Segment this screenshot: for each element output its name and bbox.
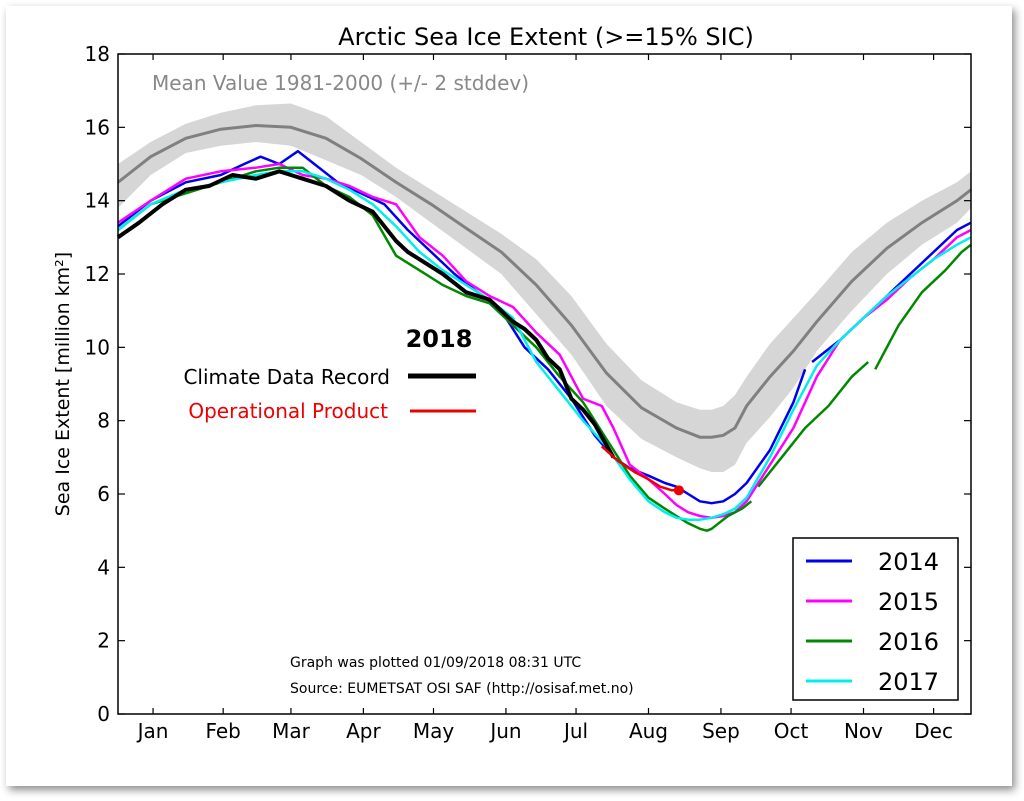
plot-border (117, 53, 972, 715)
x-tick-label: Feb (205, 719, 240, 743)
x-tick-label: Mar (272, 719, 311, 743)
legend-label-2014: 2014 (878, 548, 939, 576)
y-tick-label: 16 (85, 115, 110, 139)
key-op-label: Operational Product (188, 399, 388, 423)
key-cdr-label: Climate Data Record (183, 365, 390, 389)
stddev-band-layer (117, 103, 972, 472)
series-line-2016b (757, 361, 870, 488)
y-tick-label: 0 (97, 702, 110, 726)
y-tick-label: 8 (97, 409, 110, 433)
series-line-2018 (116, 169, 616, 459)
legend-label-2017: 2017 (878, 668, 939, 696)
legend-label-2016: 2016 (878, 628, 939, 656)
legend: 2014 2015 2016 2017 (792, 537, 959, 701)
x-tick-label: Dec (914, 719, 953, 743)
series-line-2016c (874, 243, 972, 370)
series-line-2018-operational (600, 445, 679, 492)
y-tick-label: 2 (97, 629, 110, 653)
x-tick-label: Jun (488, 719, 521, 743)
x-tick-label: May (413, 719, 455, 743)
y-tick-label: 12 (85, 262, 110, 286)
y-tick-label: 18 (85, 42, 110, 66)
series-line-2015 (117, 162, 972, 520)
x-tick-label: Nov (844, 719, 883, 743)
y-tick-label: 6 (97, 482, 110, 506)
y-tick-label: 10 (85, 335, 110, 359)
y-tick-label: 14 (85, 189, 110, 213)
legend-entries: 2014 2015 2016 2017 (806, 548, 939, 696)
operational-latest-point (673, 485, 684, 496)
series-line-2014 (117, 149, 807, 505)
x-tick-label: Sep (702, 719, 740, 743)
source-note: Source: EUMETSAT OSI SAF (http://osisaf.… (290, 681, 634, 697)
legend-label-2015: 2015 (878, 588, 939, 616)
series-layer (116, 149, 972, 532)
y-axis-label: Sea Ice Extent [million km²] (52, 252, 74, 516)
axis-ticks: 0 2 4 6 8 10 12 14 16 18 Jan Feb Mar Apr May Jun Jul Aug S… (85, 42, 971, 743)
mean-value-label: Mean Value 1981-2000 (+/- 2 stddev) (152, 71, 529, 95)
x-tick-label: Oct (774, 719, 809, 743)
x-tick-label: Aug (629, 719, 668, 743)
key-2018-year: 2018 (406, 325, 473, 353)
mean-line (117, 123, 972, 439)
series-line-2017 (117, 170, 972, 521)
y-tick-label: 4 (97, 555, 110, 579)
plotted-note: Graph was plotted 01/09/2018 08:31 UTC (290, 655, 581, 671)
x-tick-label: Jan (136, 719, 169, 743)
series-line-2016 (117, 166, 753, 532)
legend-box (792, 537, 959, 701)
stddev-band (118, 103, 971, 472)
x-tick-label: Jul (562, 719, 588, 743)
chart-title: Arctic Sea Ice Extent (>=15% SIC) (338, 23, 754, 51)
x-tick-label: Apr (346, 719, 381, 743)
